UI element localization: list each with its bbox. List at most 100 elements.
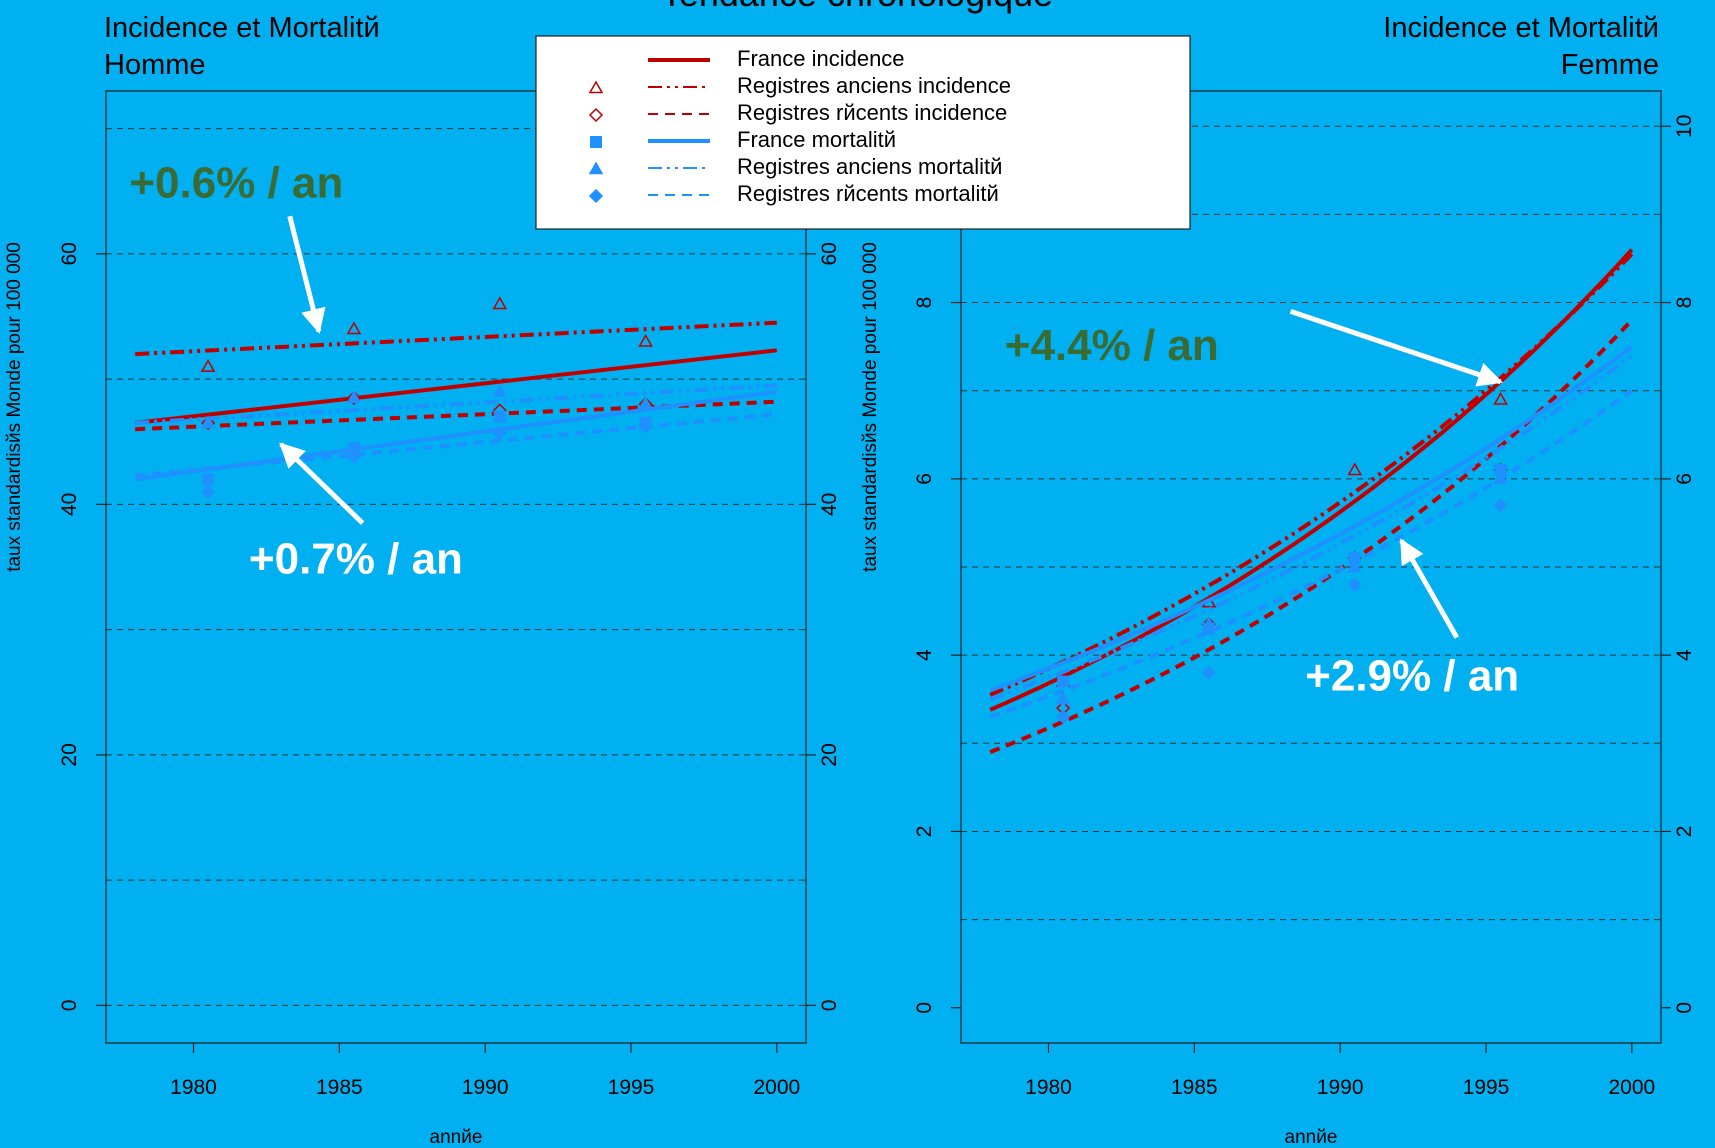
legend-marker — [588, 188, 604, 204]
series-line — [135, 412, 777, 478]
legend-label: Registres anciens mortalitй — [737, 154, 1002, 179]
y-tick-label-left: 0 — [913, 1002, 936, 1014]
legend-marker — [588, 107, 604, 123]
data-point — [1056, 709, 1071, 724]
y-tick-label-right: 10 — [1673, 115, 1696, 138]
legend-box — [535, 35, 1191, 230]
annotation-label: +0.6% / an — [129, 158, 343, 207]
y-tick-label-right: 2 — [1673, 826, 1696, 838]
data-point — [201, 484, 216, 499]
y-tick-label-left: 40 — [58, 493, 81, 516]
y-axis-label: taux standardisйs Monde pour 100 000 — [4, 242, 25, 572]
data-point — [201, 415, 216, 431]
series-line — [989, 389, 1633, 719]
data-point — [346, 390, 361, 405]
x-tick-label: 1995 — [608, 1076, 655, 1099]
annotation-arrow — [1399, 538, 1460, 639]
left-panel-title: Incidence et Mortalitй — [104, 12, 380, 44]
page-title: Tendance chronologique — [661, 0, 1053, 14]
data-point — [493, 410, 506, 423]
data-point — [1057, 675, 1070, 688]
data-point — [1201, 616, 1217, 630]
y-tick-label-right: 20 — [818, 743, 841, 766]
legend-label: Registres rйcents mortalitй — [737, 181, 999, 206]
data-point — [492, 384, 508, 397]
y-tick-label-left: 20 — [58, 743, 81, 766]
x-tick-label: 1985 — [1171, 1076, 1218, 1099]
y-tick-label-left: 6 — [913, 473, 936, 485]
data-point — [492, 425, 507, 441]
y-tick-label-right: 60 — [818, 242, 841, 265]
data-point — [200, 415, 216, 429]
annotation-label: +4.4% / an — [1005, 321, 1219, 370]
series-line — [135, 320, 777, 357]
left-panel-subtitle: Homme — [104, 49, 206, 81]
x-tick-label: 1985 — [316, 1076, 363, 1099]
plot-frame — [960, 90, 1662, 1044]
y-tick-label-right: 0 — [1673, 1002, 1696, 1014]
data-point — [1055, 691, 1071, 705]
data-point — [1347, 559, 1363, 573]
y-tick-label-right: 4 — [1673, 649, 1696, 661]
data-point — [202, 473, 215, 486]
data-point — [347, 442, 360, 454]
y-tick-label-left: 2 — [913, 826, 936, 838]
annotation-arrow — [287, 215, 326, 334]
x-axis-label: annйe — [430, 1127, 483, 1148]
annotation-label: +0.7% / an — [249, 534, 463, 583]
series-line — [134, 348, 778, 425]
y-tick-label-left: 4 — [913, 649, 936, 661]
series-line — [135, 383, 777, 425]
x-tick-label: 1980 — [170, 1076, 217, 1099]
y-tick-label-right: 8 — [1673, 297, 1696, 309]
data-point — [200, 359, 216, 372]
legend-label: Registres anciens incidence — [737, 73, 1011, 98]
x-tick-label: 2000 — [1608, 1076, 1655, 1099]
legend-label: France mortalitй — [737, 127, 896, 152]
y-tick-label-left: 8 — [913, 297, 936, 309]
data-point — [638, 396, 653, 410]
chart-homme: 1980 1985 1990 1995 2000 0 0 20 20 40 40 60 60 annйe t… — [4, 90, 841, 1148]
legend-marker — [588, 80, 604, 94]
plot-frame — [105, 90, 807, 1044]
x-axis-label: annйe — [1285, 1127, 1338, 1148]
data-point — [1347, 577, 1362, 592]
data-point — [1494, 464, 1507, 477]
legend-label: France incidence — [737, 46, 905, 71]
chart-femme: 1980198519901995200000224466881010annйet… — [860, 90, 1696, 1148]
right-panel-subtitle: Femme — [1561, 49, 1659, 81]
annotation-arrow — [1289, 309, 1503, 387]
right-panel-title: Incidence et Mortalitй — [1383, 12, 1659, 44]
data-point — [346, 390, 362, 404]
x-tick-label: 1980 — [1025, 1076, 1072, 1099]
data-point — [1201, 665, 1216, 680]
data-point — [346, 449, 361, 464]
x-tick-label: 2000 — [753, 1076, 800, 1099]
legend-marker — [588, 161, 604, 175]
data-point — [492, 296, 508, 310]
data-point — [1493, 392, 1508, 405]
annotation-label: +2.9% / an — [1305, 651, 1519, 700]
y-tick-label-left: 0 — [58, 1000, 81, 1012]
series-line — [989, 345, 1633, 693]
legend-label: Registres rйcents incidence — [737, 100, 1007, 125]
data-point — [1347, 462, 1363, 476]
y-tick-label-right: 0 — [818, 1000, 841, 1012]
y-tick-label-right: 6 — [1673, 473, 1696, 485]
data-point — [346, 321, 362, 335]
x-tick-label: 1990 — [462, 1076, 509, 1099]
data-point — [638, 334, 653, 347]
y-tick-label-left: 60 — [58, 242, 81, 265]
x-tick-label: 1995 — [1463, 1076, 1510, 1099]
annotation-arrow — [279, 442, 365, 525]
x-tick-label: 1990 — [1317, 1076, 1364, 1099]
series-line — [989, 252, 1634, 697]
data-point — [1493, 498, 1508, 513]
series-line — [989, 353, 1634, 702]
y-axis-label: taux standardisйs Monde pour 100 000 — [860, 242, 881, 572]
data-point — [638, 419, 653, 434]
legend-marker — [590, 136, 602, 148]
y-tick-label-right: 40 — [818, 493, 841, 516]
